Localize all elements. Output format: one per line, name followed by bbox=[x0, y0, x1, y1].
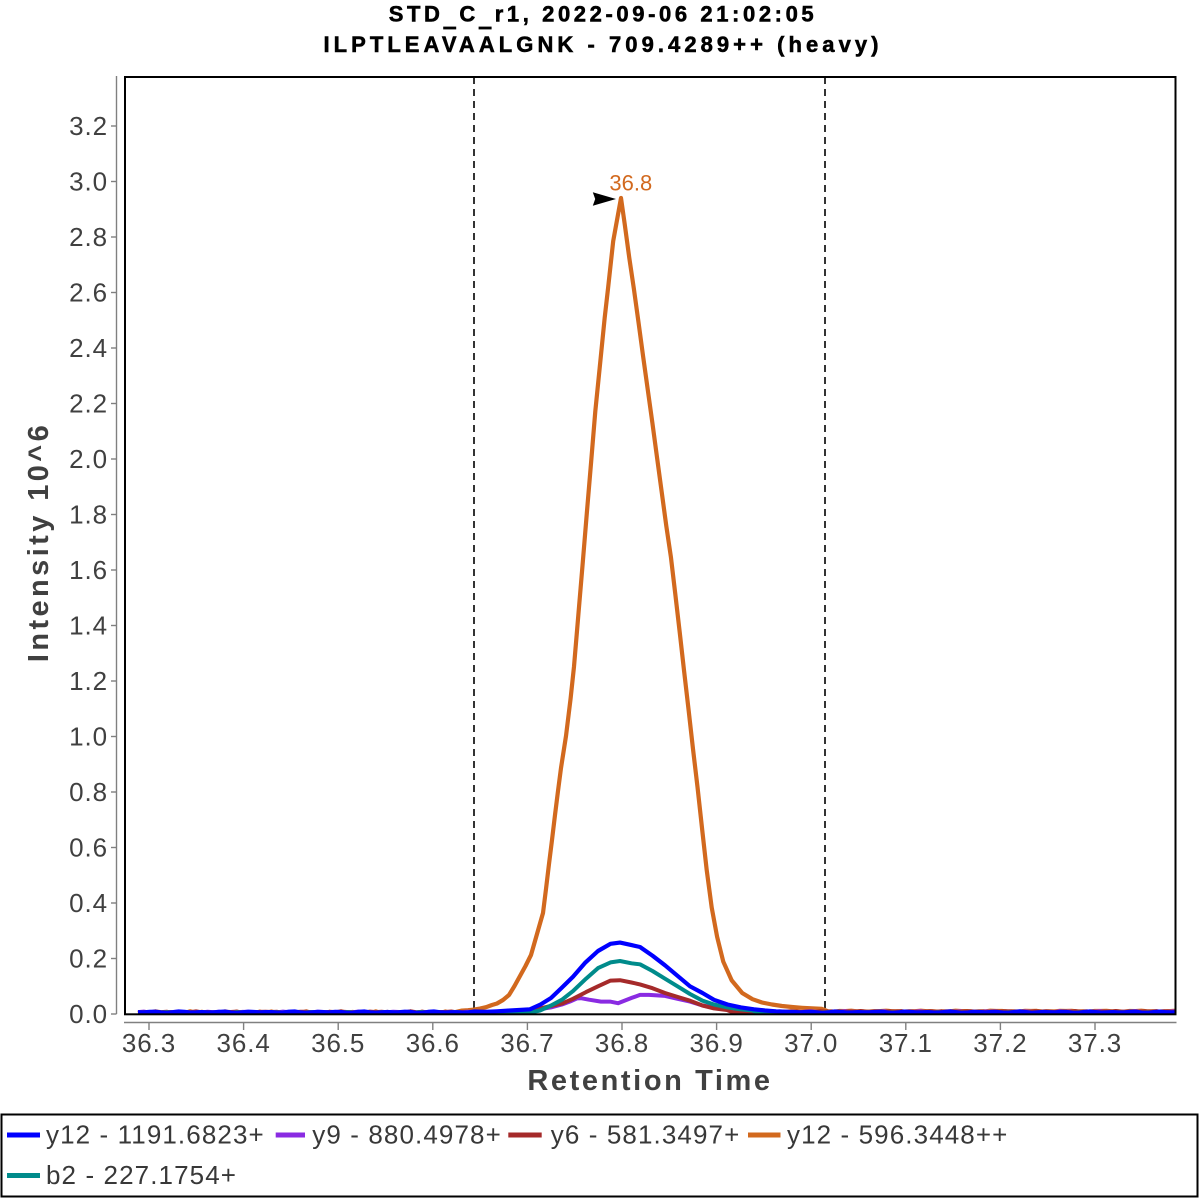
svg-text:0.4: 0.4 bbox=[69, 888, 108, 918]
svg-text:36.7: 36.7 bbox=[500, 1028, 554, 1058]
svg-text:y12 - 1191.6823+: y12 - 1191.6823+ bbox=[46, 1120, 265, 1150]
svg-text:1.8: 1.8 bbox=[69, 500, 108, 530]
svg-text:Intensity 10^6: Intensity 10^6 bbox=[23, 422, 55, 662]
svg-text:36.4: 36.4 bbox=[216, 1028, 270, 1058]
svg-text:3.0: 3.0 bbox=[69, 167, 108, 197]
svg-text:2.8: 2.8 bbox=[69, 222, 108, 252]
svg-text:2.0: 2.0 bbox=[69, 444, 108, 474]
svg-text:Retention Time: Retention Time bbox=[527, 1065, 772, 1097]
svg-text:36.3: 36.3 bbox=[122, 1028, 176, 1058]
svg-text:b2 - 227.1754+: b2 - 227.1754+ bbox=[46, 1160, 237, 1190]
svg-text:1.2: 1.2 bbox=[69, 666, 108, 696]
svg-text:1.4: 1.4 bbox=[69, 611, 108, 641]
svg-text:0.8: 0.8 bbox=[69, 777, 108, 807]
svg-text:y6 - 581.3497+: y6 - 581.3497+ bbox=[551, 1120, 741, 1150]
svg-text:37.0: 37.0 bbox=[784, 1028, 838, 1058]
svg-text:ILPTLEAVAALGNK - 709.4289++ (h: ILPTLEAVAALGNK - 709.4289++ (heavy) bbox=[323, 32, 882, 57]
svg-text:y12 - 596.3448++: y12 - 596.3448++ bbox=[787, 1120, 1008, 1150]
svg-text:y9 - 880.4978+: y9 - 880.4978+ bbox=[312, 1120, 502, 1150]
svg-text:2.6: 2.6 bbox=[69, 278, 108, 308]
svg-text:STD_C_r1, 2022-09-06 21:02:05: STD_C_r1, 2022-09-06 21:02:05 bbox=[389, 2, 818, 27]
svg-text:2.2: 2.2 bbox=[69, 389, 108, 419]
svg-text:36.6: 36.6 bbox=[406, 1028, 460, 1058]
svg-text:36.9: 36.9 bbox=[689, 1028, 743, 1058]
svg-text:37.2: 37.2 bbox=[973, 1028, 1027, 1058]
svg-text:0.0: 0.0 bbox=[69, 999, 108, 1029]
svg-text:3.2: 3.2 bbox=[69, 111, 108, 141]
svg-text:0.2: 0.2 bbox=[69, 944, 108, 974]
svg-text:2.4: 2.4 bbox=[69, 333, 108, 363]
svg-text:37.1: 37.1 bbox=[879, 1028, 933, 1058]
svg-text:1.6: 1.6 bbox=[69, 555, 108, 585]
svg-text:1.0: 1.0 bbox=[69, 722, 108, 752]
svg-text:0.6: 0.6 bbox=[69, 833, 108, 863]
svg-text:36.8: 36.8 bbox=[609, 171, 652, 196]
svg-text:36.5: 36.5 bbox=[311, 1028, 365, 1058]
svg-text:37.3: 37.3 bbox=[1068, 1028, 1122, 1058]
svg-text:36.8: 36.8 bbox=[595, 1028, 649, 1058]
